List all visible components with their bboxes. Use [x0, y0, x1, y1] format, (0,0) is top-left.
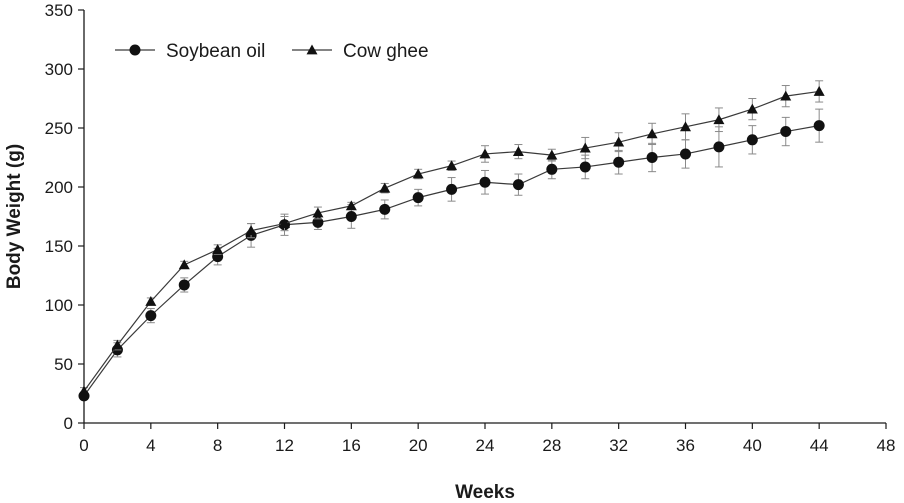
data-point-cow-ghee	[512, 146, 524, 156]
data-point-soybean-oil	[145, 310, 157, 322]
data-point-cow-ghee	[713, 114, 725, 125]
y-tick-label: 300	[45, 60, 73, 79]
x-tick-label: 24	[476, 436, 495, 455]
data-point-cow-ghee	[613, 136, 625, 147]
data-point-soybean-oil	[680, 148, 691, 160]
data-point-cow-ghee	[212, 244, 224, 254]
data-point-cow-ghee	[279, 218, 290, 228]
series-line-cow-ghee	[83, 90, 820, 392]
data-point-cow-ghee	[579, 142, 591, 153]
data-point-soybean-oil	[546, 163, 558, 175]
data-point-soybean-oil	[178, 279, 190, 291]
series-soybean-oil	[78, 108, 825, 402]
data-point-soybean-oil	[312, 216, 324, 228]
data-point-cow-ghee	[746, 103, 758, 114]
data-point-cow-ghee	[345, 200, 357, 211]
x-axis-title: Weeks	[455, 482, 515, 503]
data-point-cow-ghee	[78, 385, 90, 396]
data-point-cow-ghee	[546, 149, 558, 160]
x-tick-label: 28	[542, 436, 561, 455]
x-tick-label: 36	[676, 436, 695, 455]
y-tick-label: 100	[45, 296, 73, 315]
data-point-cow-ghee	[446, 160, 458, 171]
y-tick-label: 150	[45, 237, 73, 256]
y-tick-label: 250	[45, 119, 73, 138]
legend-marker-cow-ghee	[306, 44, 318, 55]
data-point-cow-ghee	[111, 339, 123, 350]
data-point-soybean-oil	[412, 192, 424, 204]
data-point-cow-ghee	[412, 168, 424, 179]
y-tick-label: 350	[45, 1, 73, 20]
y-tick-label: 0	[64, 414, 73, 433]
data-point-soybean-oil	[780, 126, 792, 138]
y-axis-title: Body Weight (g)	[4, 144, 25, 289]
legend: Soybean oil Cow ghee	[115, 41, 429, 62]
data-point-cow-ghee	[312, 207, 324, 218]
x-tick-label: 16	[342, 436, 361, 455]
legend-marker-soybean-oil	[129, 44, 141, 56]
x-tick-label: 4	[146, 436, 155, 455]
data-point-soybean-oil	[713, 141, 725, 153]
data-point-soybean-oil	[479, 176, 491, 188]
data-point-cow-ghee	[178, 259, 190, 270]
y-tick-label: 50	[54, 355, 73, 374]
data-point-soybean-oil	[813, 120, 825, 132]
x-tick-label: 20	[409, 436, 428, 455]
data-point-cow-ghee	[780, 90, 792, 101]
data-point-soybean-oil	[512, 179, 524, 191]
y-tick-label: 200	[45, 178, 73, 197]
data-point-cow-ghee	[646, 128, 658, 139]
data-point-soybean-oil	[345, 211, 357, 222]
data-point-soybean-oil	[579, 161, 591, 173]
series-cow-ghee	[78, 80, 825, 396]
data-point-soybean-oil	[746, 134, 758, 146]
data-point-soybean-oil	[379, 203, 391, 215]
data-point-soybean-oil	[646, 152, 658, 163]
series-layer	[78, 80, 825, 402]
data-point-soybean-oil	[613, 156, 625, 168]
legend-label-soybean-oil: Soybean oil	[166, 41, 265, 62]
x-tick-label: 0	[79, 436, 88, 455]
data-point-cow-ghee	[479, 148, 491, 159]
x-tick-label: 48	[877, 436, 896, 455]
x-tick-label: 44	[810, 436, 829, 455]
x-tick-label: 40	[743, 436, 762, 455]
x-tick-label: 32	[609, 436, 628, 455]
data-point-cow-ghee	[680, 121, 691, 132]
data-point-cow-ghee	[145, 295, 157, 306]
legend-label-cow-ghee: Cow ghee	[343, 41, 429, 62]
data-point-cow-ghee	[245, 225, 257, 236]
data-point-soybean-oil	[446, 183, 458, 195]
data-point-cow-ghee	[813, 85, 825, 96]
data-point-cow-ghee	[379, 182, 391, 193]
x-tick-label: 12	[275, 436, 294, 455]
x-tick-label: 8	[213, 436, 222, 455]
